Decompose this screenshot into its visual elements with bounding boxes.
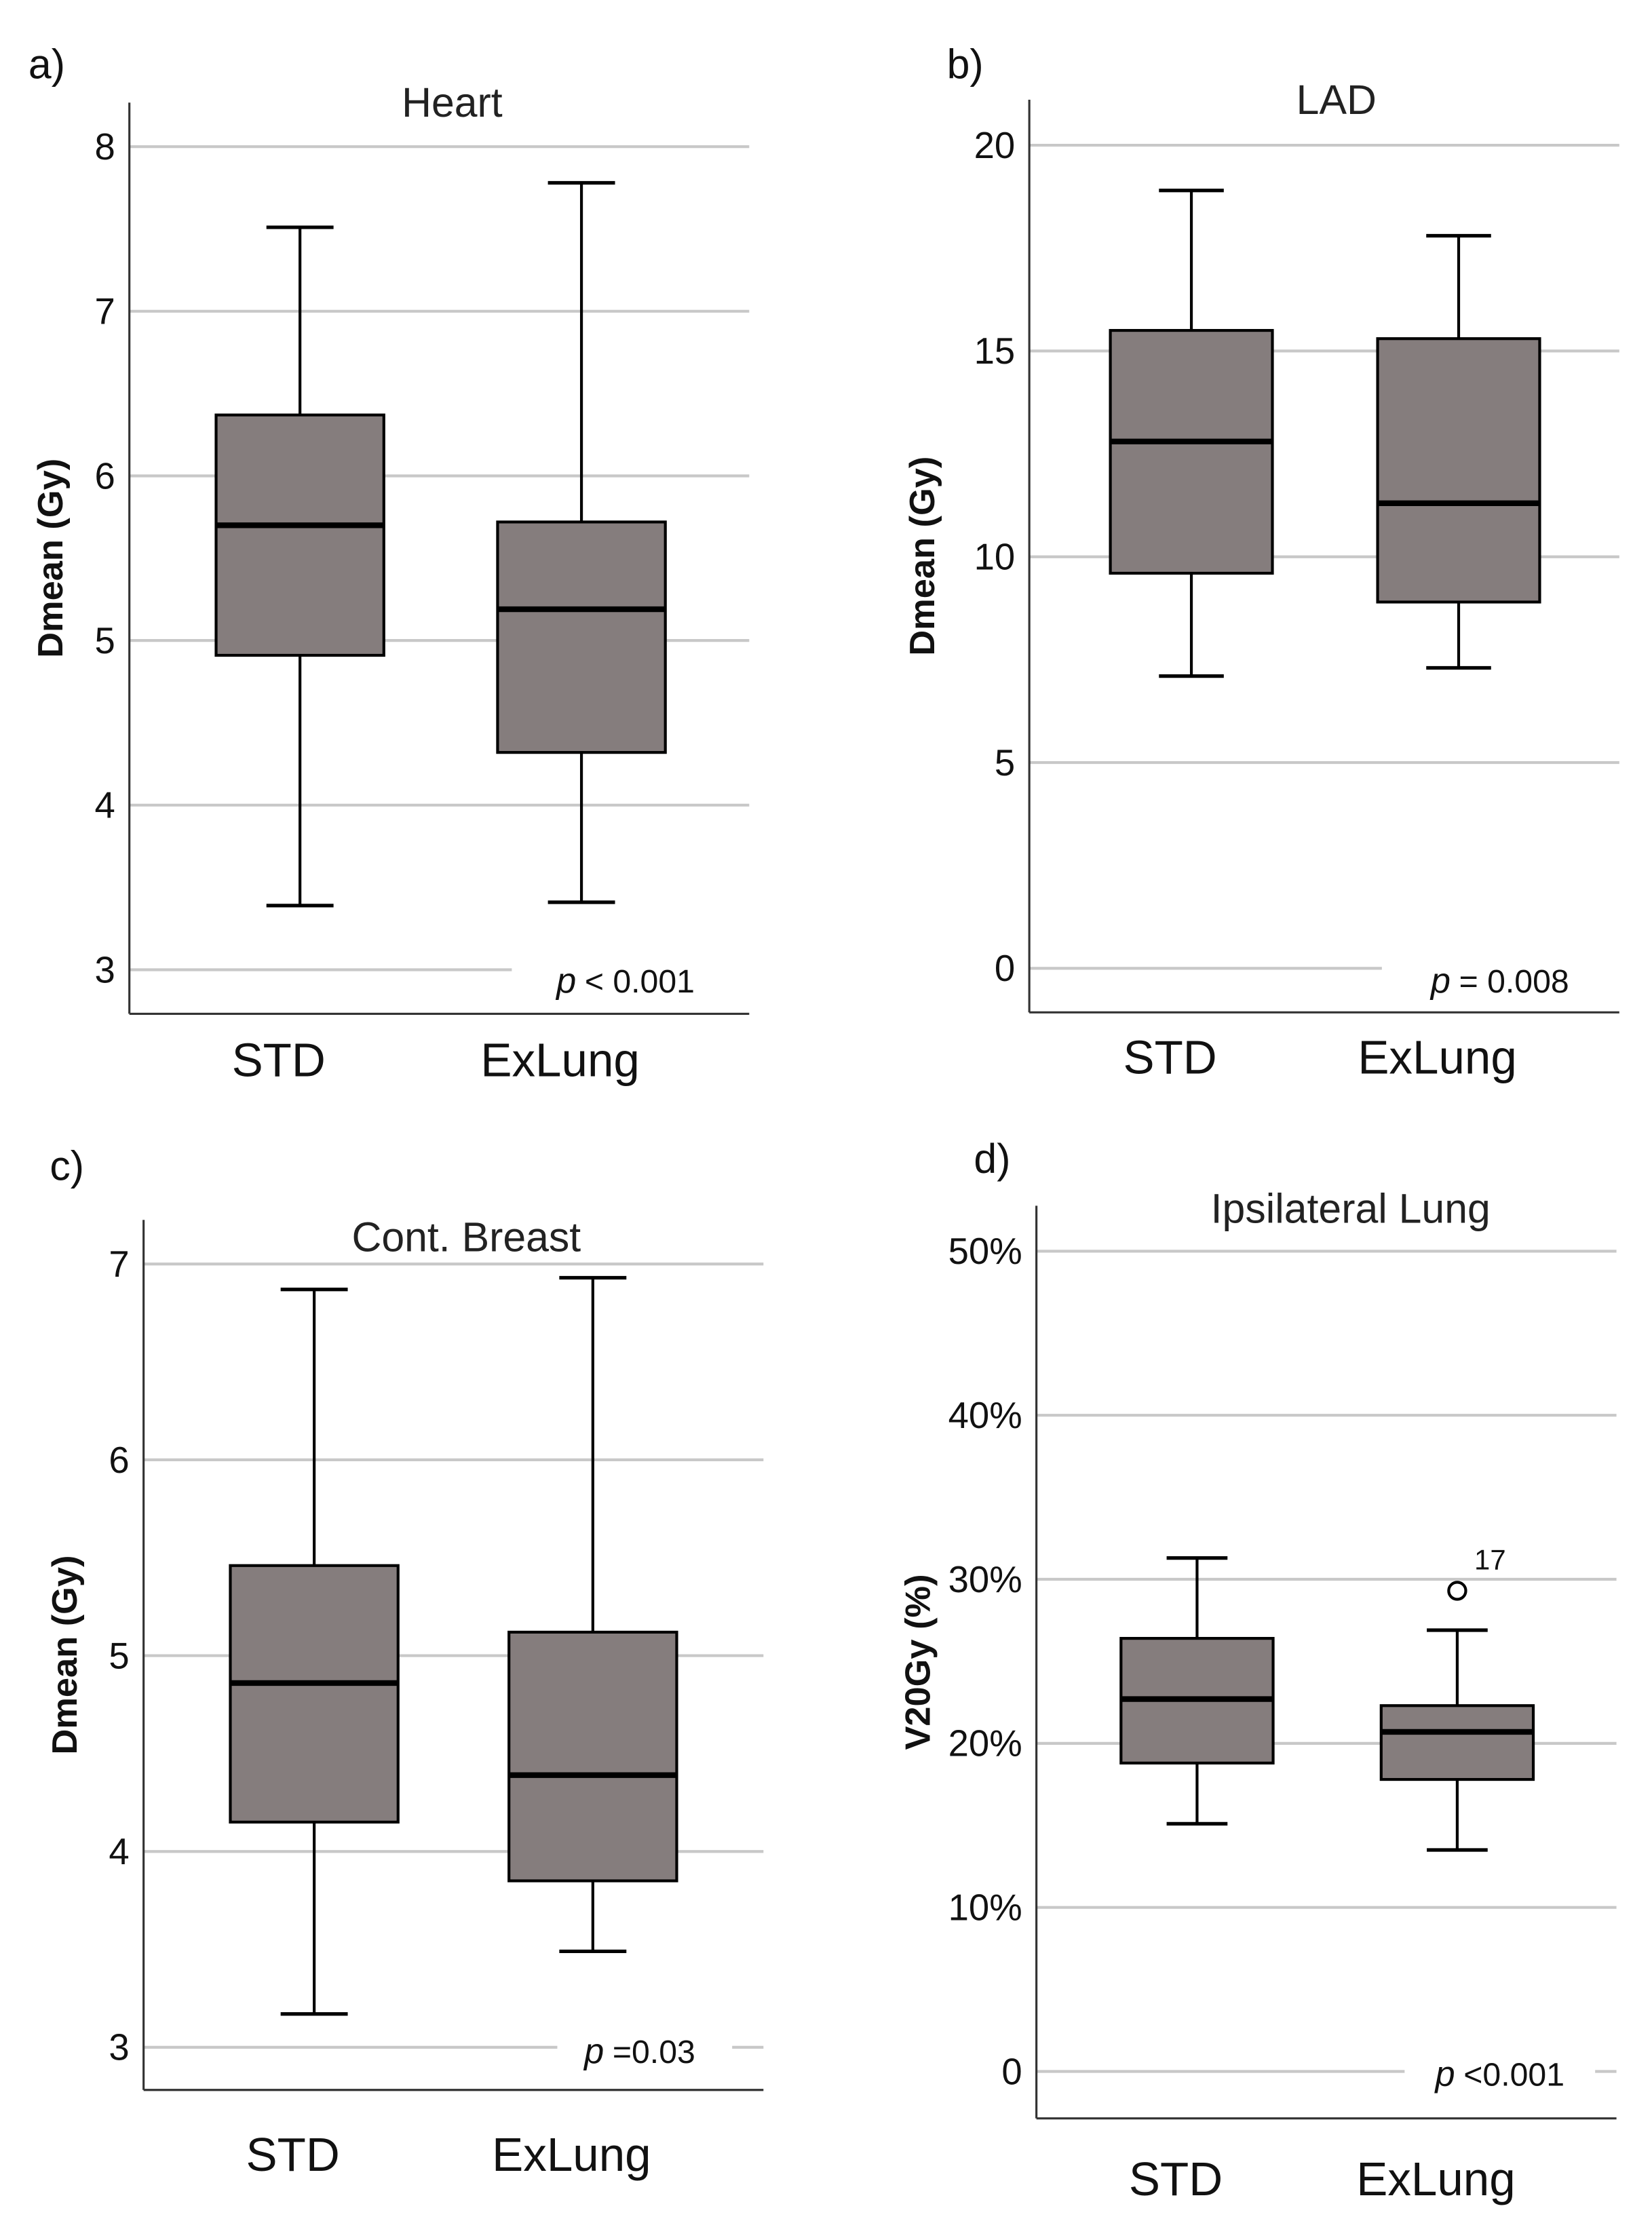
panel-d: 0 10% 20% 30% 40% 50% Ipsilateral Lung d) V20Gy …	[898, 1136, 1617, 2205]
chart-title: Heart	[402, 79, 503, 126]
iqr-box	[507, 1630, 678, 1883]
outlier-label: 17	[1474, 1544, 1506, 1576]
y-tick-label: 30%	[948, 1559, 1022, 1600]
y-tick-label: 6	[109, 1440, 129, 1481]
box-exlung	[507, 1275, 678, 1954]
p-value-text: <0.001	[1463, 2056, 1564, 2093]
y-tick-label: 8	[94, 126, 115, 168]
p-value: p = 0.008	[1429, 961, 1569, 1001]
x-tick-label: ExLung	[480, 1034, 639, 1087]
y-axis-label: Dmean (Gy)	[31, 459, 71, 658]
box-std	[1109, 189, 1274, 678]
x-tick-label: STD	[232, 1034, 326, 1087]
p-value-text: =0.03	[613, 2034, 695, 2070]
p-value-text: < 0.001	[585, 963, 695, 1000]
y-tick-label: 3	[109, 2027, 129, 2068]
panel-a: 3 4 5 6 7 8 Heart a) Dmean (Gy) p < 0.001 STD ExLung	[28, 41, 750, 1087]
box-std	[1119, 1556, 1275, 1826]
iqr-box	[1379, 1704, 1535, 1781]
panel-label: c)	[50, 1143, 84, 1189]
x-tick-label: STD	[1123, 1030, 1216, 1083]
box-exlung: 17	[1379, 1544, 1535, 1852]
x-tick-label: ExLung	[1356, 2153, 1515, 2205]
y-tick-label: 20%	[948, 1723, 1022, 1764]
y-tick-label: 15	[974, 330, 1016, 372]
y-tick-label: 7	[109, 1243, 129, 1285]
p-value: p =0.03	[583, 2032, 695, 2071]
box-exlung	[1376, 233, 1541, 670]
x-tick-label: STD	[246, 2128, 340, 2181]
panel-label: d)	[974, 1136, 1010, 1182]
y-tick-label: 0	[995, 948, 1015, 989]
p-symbol: p	[555, 961, 576, 1001]
chart-title: Ipsilateral Lung	[1211, 1185, 1491, 1231]
y-tick-label: 5	[109, 1635, 129, 1676]
y-tick-label: 5	[995, 742, 1015, 784]
box-std	[214, 225, 385, 908]
p-value: p <0.001	[1434, 2054, 1564, 2094]
p-value: p < 0.001	[555, 961, 695, 1001]
panel-label: a)	[28, 41, 65, 88]
p-symbol: p	[1429, 961, 1451, 1001]
y-axis-label: Dmean (Gy)	[45, 1556, 85, 1755]
iqr-box	[214, 413, 385, 657]
panel-b: 0 5 10 15 20 LAD b) Dmean (Gy) p = 0.008 STD ExLung	[903, 41, 1619, 1083]
box-std	[229, 1288, 400, 2016]
x-tick-label: ExLung	[492, 2128, 651, 2181]
y-tick-label: 10%	[948, 1887, 1022, 1929]
iqr-box	[1109, 328, 1274, 575]
chart-title: Cont. Breast	[351, 1214, 581, 1260]
outlier-point	[1447, 1581, 1467, 1601]
y-tick-label: 10	[974, 537, 1016, 578]
box-exlung	[496, 180, 667, 904]
y-tick-label: 4	[94, 785, 115, 826]
chart-title: LAD	[1296, 77, 1377, 123]
y-tick-label: 6	[94, 455, 115, 497]
p-symbol: p	[1434, 2054, 1455, 2094]
iqr-box	[1376, 337, 1541, 604]
panel-label: b)	[947, 41, 984, 88]
iqr-box	[496, 520, 667, 754]
y-tick-label: 5	[94, 620, 115, 661]
y-tick-label: 0	[1001, 2051, 1022, 2092]
y-axis-label: V20Gy (%)	[898, 1574, 938, 1750]
x-tick-label: STD	[1129, 2153, 1223, 2205]
iqr-box	[229, 1564, 400, 1824]
y-tick-label: 4	[109, 1831, 129, 1872]
y-tick-label: 3	[94, 949, 115, 990]
x-tick-label: ExLung	[1358, 1030, 1517, 1083]
p-value-text: = 0.008	[1459, 963, 1569, 1000]
panel-c: 3 4 5 6 7 Cont. Breast c) Dmean (Gy) p =0.03 STD Ex…	[45, 1143, 764, 2181]
y-tick-label: 20	[974, 125, 1016, 166]
y-axis-label: Dmean (Gy)	[903, 457, 942, 656]
p-symbol: p	[583, 2032, 604, 2071]
y-tick-label: 7	[94, 291, 115, 332]
y-tick-label: 40%	[948, 1395, 1022, 1436]
y-tick-label: 50%	[948, 1231, 1022, 1272]
